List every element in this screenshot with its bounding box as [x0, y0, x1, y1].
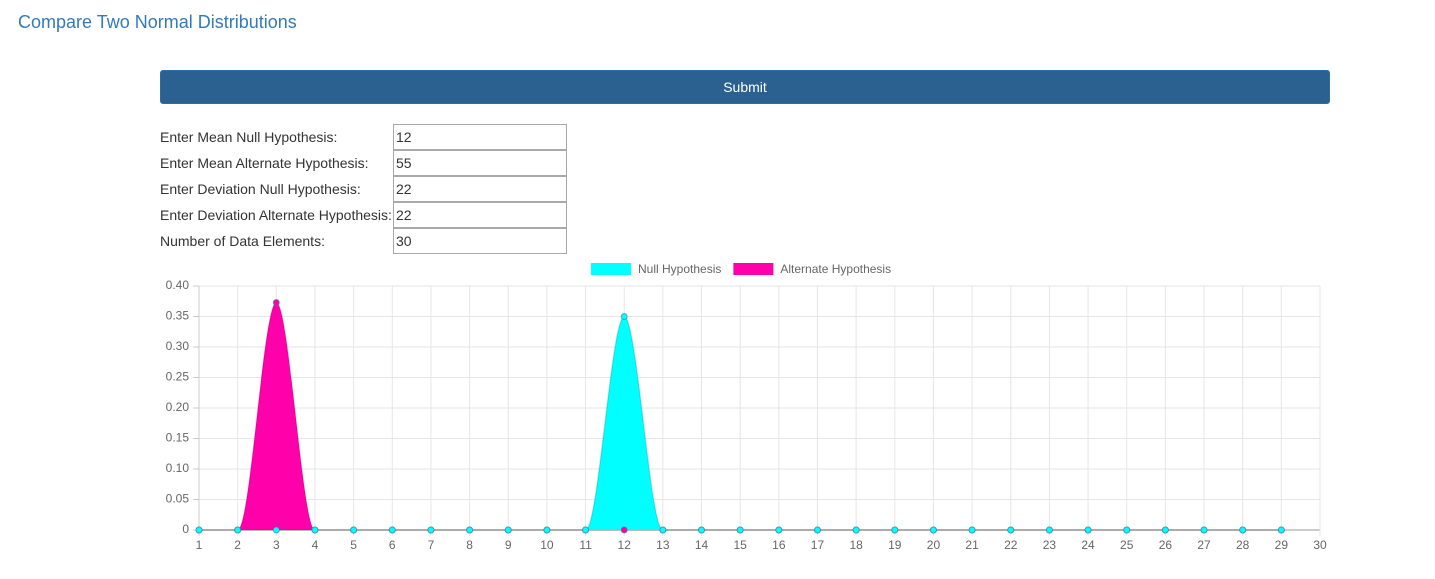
x-tick-label: 6 — [389, 538, 396, 552]
point — [1200, 526, 1208, 534]
field-label: Enter Deviation Null Hypothesis: — [160, 181, 361, 197]
point — [620, 313, 628, 320]
y-tick-label: 0.30 — [166, 339, 190, 353]
point — [543, 526, 551, 534]
point — [195, 526, 203, 534]
x-tick-label: 24 — [1081, 538, 1095, 552]
x-tick-label: 8 — [466, 538, 473, 552]
x-tick-label: 18 — [849, 538, 863, 552]
field-label: Enter Mean Null Hypothesis: — [160, 129, 338, 145]
field-input[interactable] — [393, 124, 567, 150]
x-tick-label: 16 — [772, 538, 786, 552]
x-tick-label: 17 — [811, 538, 825, 552]
y-tick-label: 0.25 — [166, 370, 190, 384]
x-tick-label: 2 — [234, 538, 241, 552]
point — [813, 526, 821, 534]
legend-label: Null Hypothesis — [638, 262, 721, 276]
point — [698, 526, 706, 534]
point — [272, 298, 280, 306]
y-tick-label: 0.40 — [166, 278, 190, 292]
x-tick-label: 28 — [1236, 538, 1250, 552]
y-tick-label: 0.05 — [166, 492, 190, 506]
x-tick-label: 9 — [505, 538, 512, 552]
x-tick-label: 27 — [1197, 538, 1211, 552]
field-label: Enter Deviation Alternate Hypothesis: — [160, 207, 392, 223]
field-input[interactable] — [393, 202, 567, 228]
point — [659, 526, 667, 534]
x-tick-label: 30 — [1313, 538, 1327, 552]
x-tick-label: 11 — [579, 538, 592, 552]
x-tick-label: 26 — [1159, 538, 1173, 552]
legend-swatch — [733, 263, 774, 275]
point — [1239, 526, 1247, 534]
x-tick-label: 23 — [1043, 538, 1057, 552]
x-tick-label: 21 — [965, 538, 979, 552]
x-tick-label: 3 — [273, 538, 280, 552]
x-tick-label: 19 — [888, 538, 902, 552]
y-tick-label: 0.15 — [166, 431, 190, 445]
point — [852, 526, 860, 534]
chart: 00.050.100.150.200.250.300.350.401 2 3 4 5 6 7… — [166, 262, 1327, 552]
point — [620, 526, 628, 534]
x-tick-label: 5 — [350, 538, 357, 552]
point — [929, 526, 937, 534]
page-title: Compare Two Normal Distributions — [18, 12, 297, 32]
field-input[interactable] — [393, 150, 567, 176]
y-tick-label: 0.10 — [166, 461, 190, 475]
point — [582, 526, 590, 534]
x-tick-label: 12 — [618, 538, 632, 552]
x-tick-label: 15 — [733, 538, 747, 552]
point — [350, 526, 358, 534]
point — [1045, 526, 1053, 534]
x-tick-label: 20 — [927, 538, 941, 552]
x-tick-label: 7 — [428, 538, 435, 552]
point — [1084, 526, 1092, 534]
submit-button[interactable]: Submit — [160, 70, 1330, 104]
point — [311, 526, 319, 534]
legend-label: Alternate Hypothesis — [780, 262, 891, 276]
x-tick-label: 22 — [1004, 538, 1018, 552]
point — [272, 526, 280, 534]
x-tick-label: 4 — [312, 538, 319, 552]
point — [388, 526, 396, 534]
x-tick-label: 14 — [695, 538, 709, 552]
point — [1277, 526, 1285, 534]
y-tick-label: 0.20 — [166, 400, 190, 414]
y-tick-label: 0.35 — [166, 309, 190, 323]
field-input[interactable] — [393, 176, 567, 202]
point — [504, 526, 512, 534]
field-label: Number of Data Elements: — [160, 233, 325, 249]
point — [775, 526, 783, 534]
point — [1007, 526, 1015, 534]
x-tick-label: 10 — [540, 538, 554, 552]
point — [968, 526, 976, 534]
y-tick-label: 0 — [182, 522, 189, 536]
point — [736, 526, 744, 534]
x-tick-label: 1 — [196, 538, 203, 552]
field-input[interactable] — [393, 228, 567, 254]
x-tick-label: 25 — [1120, 538, 1134, 552]
point — [1123, 526, 1131, 534]
point — [234, 526, 242, 534]
legend-swatch — [591, 263, 631, 275]
x-tick-label: 13 — [656, 538, 670, 552]
point — [1161, 526, 1169, 534]
point — [891, 526, 899, 534]
field-label: Enter Mean Alternate Hypothesis: — [160, 155, 369, 171]
area-fill — [199, 302, 1282, 530]
point — [466, 526, 474, 534]
point — [427, 526, 435, 534]
x-tick-label: 29 — [1275, 538, 1289, 552]
